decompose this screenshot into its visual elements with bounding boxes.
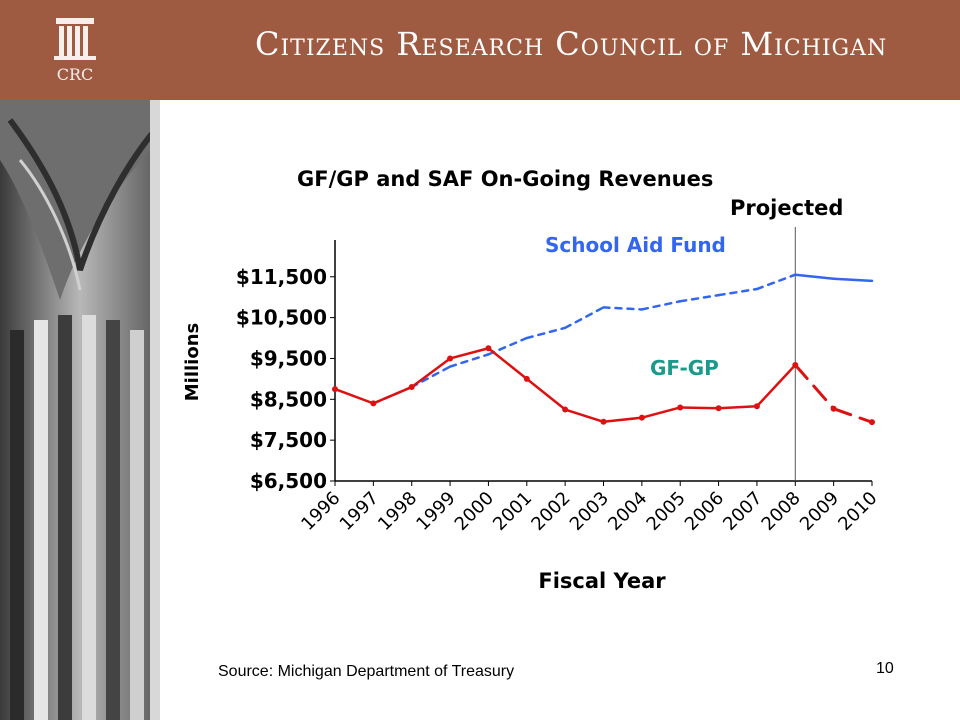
saf-line-segment (640, 300, 682, 311)
gfgp-point (792, 361, 799, 368)
gfgp-line-segment (755, 363, 797, 408)
saf-line-segment (563, 306, 605, 330)
x-tick-label: 2007 (719, 488, 766, 535)
saf-line-segment (448, 353, 490, 368)
gfgp-line-segment (640, 406, 682, 419)
logo-text: CRC (57, 65, 94, 84)
x-tick-label: 2000 (451, 488, 498, 535)
saf-line-segment (832, 277, 874, 283)
x-tick-label: 2006 (681, 488, 728, 535)
saf-line-segment (794, 273, 835, 281)
chart: GF/GP and SAF On-Going Revenues Projecte… (182, 167, 882, 593)
saf-line-segment (678, 293, 720, 303)
chart-title: GF/GP and SAF On-Going Revenues (297, 167, 713, 191)
gfgp-point (562, 406, 569, 413)
org-name: Citizens Research Council of Michigan (255, 25, 888, 63)
gfgp-line-segment (602, 416, 644, 424)
x-tick-label: 2001 (489, 488, 536, 535)
gfgp-point (638, 414, 645, 421)
y-tick-label: $10,500 (236, 306, 327, 330)
x-tick-label: 2004 (604, 488, 651, 535)
header-banner: CRC Citizens Research Council of Michiga… (0, 0, 960, 100)
series-label-saf: School Aid Fund (545, 233, 726, 257)
x-tick-label: 2010 (834, 488, 881, 535)
x-tick-label: 2009 (796, 488, 843, 535)
gfgp-line-segment (372, 385, 413, 405)
gfgp-line-segment (333, 387, 375, 405)
x-axis-label: Fiscal Year (538, 569, 666, 593)
source-note: Source: Michigan Department of Treasury (218, 663, 515, 680)
y-tick-label: $11,500 (236, 265, 327, 289)
x-tick-label: 2008 (758, 488, 805, 535)
page-number: 10 (876, 660, 894, 677)
x-tick-label: 2005 (643, 488, 690, 535)
gfgp-line-segment (678, 406, 720, 410)
gfgp-point (715, 405, 722, 412)
gfgp-line-segment (448, 346, 490, 360)
gfgp-point (408, 384, 415, 391)
saf-line-segment (717, 287, 759, 297)
column-illustration (0, 100, 160, 720)
saf-line-segment (487, 336, 529, 356)
gfgp-line-segment (717, 404, 759, 410)
gfgp-point (677, 404, 684, 411)
gfgp-point (830, 405, 837, 412)
gfgp-line-segment (832, 407, 874, 424)
x-tick-label: 1999 (412, 488, 459, 535)
gfgp-point (485, 345, 492, 352)
crc-logo: CRC (54, 18, 96, 84)
series-label-gfgp: GF-GP (650, 356, 719, 380)
gfgp-point (332, 386, 338, 393)
gfgp-line-segment (563, 408, 605, 424)
gfgp-point (370, 400, 377, 407)
y-tick-label: $8,500 (250, 387, 327, 411)
x-tick-label: 1997 (336, 488, 383, 535)
y-tick-label: $9,500 (250, 346, 327, 370)
saf-line-segment (525, 326, 567, 340)
gfgp-line-segment (525, 377, 567, 411)
saf-line-segment (755, 273, 797, 291)
gfgp-line-segment (410, 357, 452, 389)
projected-label: Projected (730, 196, 843, 220)
gfgp-point (869, 419, 875, 426)
x-tick-label: 1996 (297, 488, 344, 535)
y-axis-label: Millions (182, 323, 203, 402)
gfgp-point (523, 375, 530, 382)
x-tick-label: 2002 (527, 488, 574, 535)
y-tick-label: $7,500 (250, 428, 327, 452)
x-tick-label: 2003 (566, 488, 613, 535)
gfgp-point (600, 418, 607, 425)
saf-line-segment (602, 306, 644, 311)
gfgp-line-segment (487, 346, 529, 381)
gfgp-point (753, 403, 760, 410)
y-tick-label: $6,500 (250, 469, 327, 493)
gfgp-line-segment (793, 363, 836, 411)
gfgp-point (447, 355, 454, 362)
x-tick-label: 1998 (374, 488, 421, 535)
